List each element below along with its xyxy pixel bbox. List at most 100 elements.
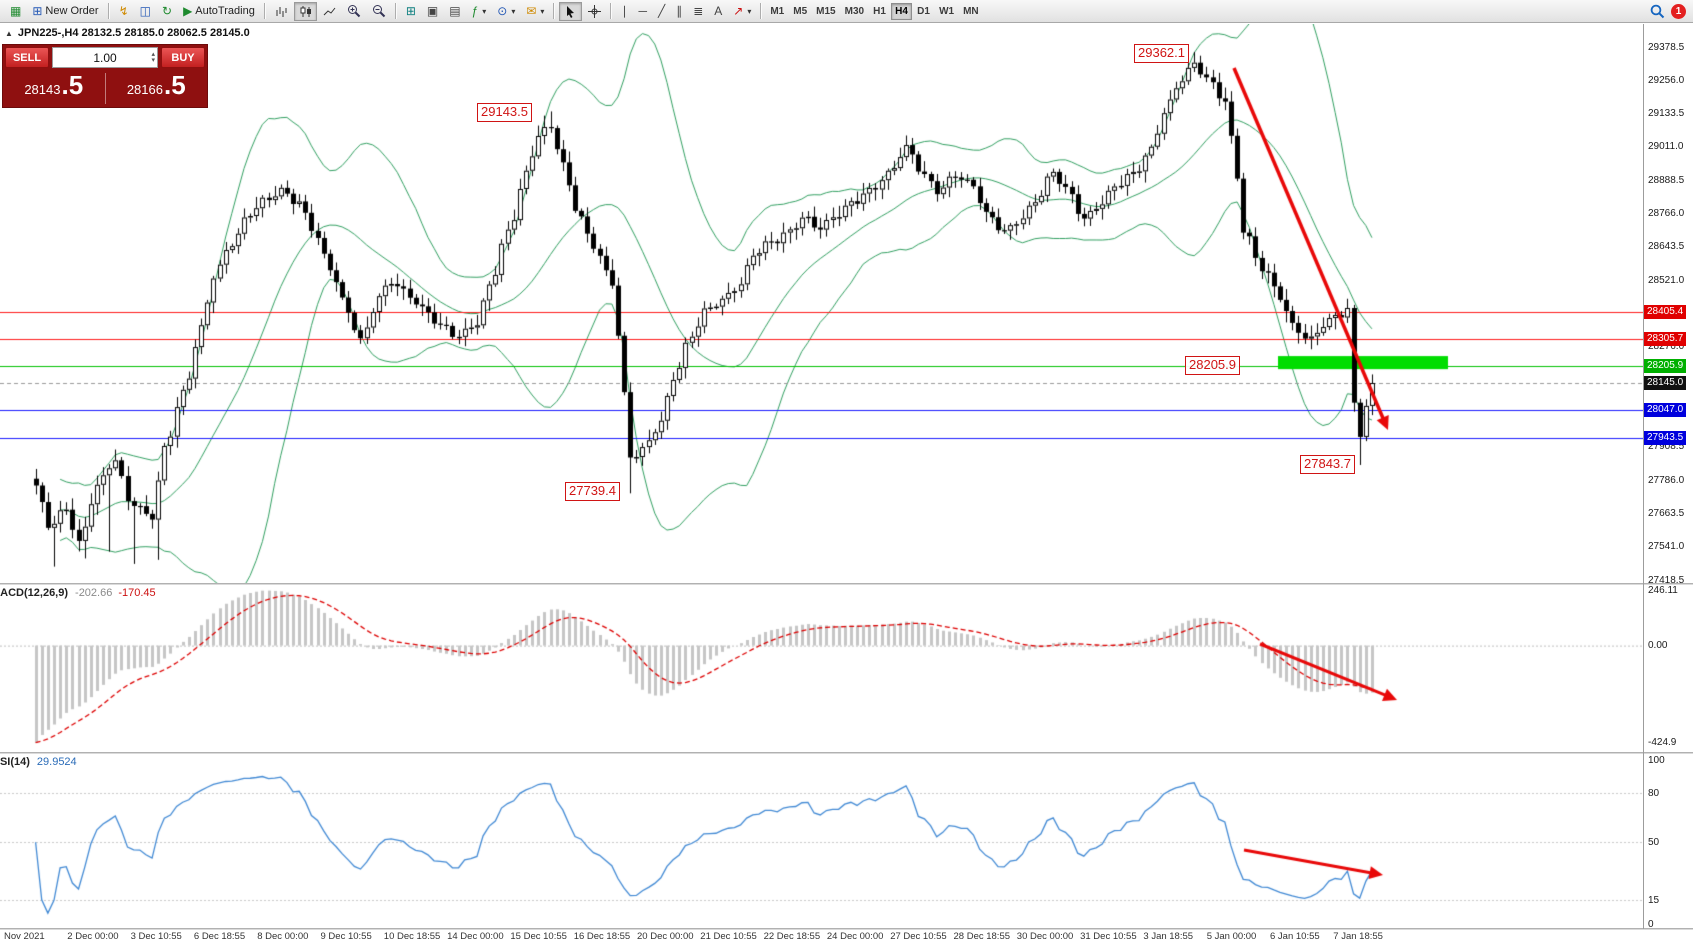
vertical-line-tool-button[interactable]: ∣ (616, 2, 632, 21)
candlestick-mode-button[interactable] (293, 1, 317, 21)
price-axis-badge: 28205.9 (1644, 359, 1687, 374)
fibonacci-tool-button[interactable]: ≣ (688, 2, 708, 21)
arrows-tool-button[interactable]: ↗ ▾ (728, 2, 756, 21)
rsi-value: 29.9524 (36, 756, 77, 768)
price-axis-label: 27418.5 (1648, 574, 1685, 586)
price-annotation[interactable]: 27843.7 (1300, 455, 1355, 474)
timeframe-button-m15[interactable]: M15 (812, 3, 839, 20)
rsi-axis-label: 0 (1648, 919, 1654, 931)
rsi-name: RSI(14) (0, 756, 30, 768)
toolbar-separator (263, 3, 266, 19)
macd-signal-value: -170.45 (118, 587, 156, 599)
macd-indicator-canvas[interactable] (0, 585, 1643, 752)
tile-windows-icon: ⊞ (405, 4, 416, 18)
autotrading-button[interactable]: ▶ AutoTrading (178, 2, 260, 21)
vertical-line-icon: ∣ (621, 4, 628, 18)
cursor-icon (567, 5, 575, 18)
time-axis-label: 5 Jan 00:00 (1206, 931, 1257, 941)
buy-price[interactable]: 28166 .5 (106, 70, 208, 107)
arrows-tool-icon: ↗ (733, 4, 744, 18)
crosshair-tool-button[interactable] (583, 2, 606, 21)
sell-button[interactable]: SELL (5, 47, 49, 68)
price-axis-badge: 28145.0 (1644, 376, 1687, 390)
macd-main-value: -202.66 (75, 587, 113, 599)
timeframe-button-w1[interactable]: W1 (935, 3, 958, 20)
price-axis-label: 28766.0 (1648, 208, 1685, 220)
horizontal-line-tool-button[interactable]: ─ (633, 2, 652, 21)
experts-icon: ↯ (118, 4, 129, 18)
time-axis-label: 6 Dec 18:55 (193, 931, 246, 941)
line-chart-icon (323, 7, 336, 15)
one-click-controls: SELL 1.00 ▴ ▾ BUY (3, 45, 207, 70)
macd-axis-max: 246.11 (1648, 584, 1678, 596)
cursor-tool-button[interactable] (559, 1, 583, 21)
rsi-indicator-canvas[interactable] (0, 754, 1643, 928)
price-axis-label: 27786.0 (1648, 474, 1685, 486)
volume-stepper[interactable]: 1.00 ▴ ▾ (52, 47, 158, 68)
zoom-in-button[interactable] (342, 2, 366, 21)
sell-price-frac: .5 (61, 70, 84, 100)
time-axis-label: 20 Dec 00:00 (637, 931, 694, 941)
buy-price-frac: .5 (163, 70, 186, 100)
arrange-windows-icon: ▤ (449, 4, 461, 18)
channel-icon: ∥ (676, 4, 683, 18)
sell-price[interactable]: 28143 .5 (3, 70, 105, 107)
price-annotation[interactable]: 29362.1 (1134, 44, 1189, 63)
notification-badge[interactable]: 1 (1671, 3, 1686, 19)
cascade-windows-button[interactable]: ▣ (422, 2, 443, 21)
price-annotation[interactable]: 28205.9 (1185, 356, 1240, 375)
timeframe-button-d1[interactable]: D1 (913, 3, 934, 20)
volume-down-icon[interactable]: ▾ (151, 56, 155, 64)
autotrading-play-icon: ▶ (183, 4, 193, 18)
profiles-button[interactable]: ◫ (135, 2, 156, 21)
arrange-windows-button[interactable]: ▤ (444, 2, 465, 21)
channel-tool-button[interactable]: ∥ (671, 2, 687, 21)
templates-button[interactable]: ✉ ▾ (521, 2, 549, 21)
panel-separator[interactable] (0, 583, 1693, 585)
time-axis-label: 22 Dec 18:55 (763, 931, 821, 941)
line-chart-mode-button[interactable] (318, 2, 341, 21)
one-click-trading-panel: SELL 1.00 ▴ ▾ BUY 28143 .5 28166 .5 (2, 44, 208, 108)
time-axis-label: 15 Dec 10:55 (510, 931, 567, 941)
timeframe-button-mn[interactable]: MN (959, 3, 983, 20)
new-chart-button[interactable]: ▦ (5, 2, 26, 21)
timeframe-button-h4[interactable]: H4 (891, 2, 913, 20)
rsi-header: RSI(14) 29.9524 (0, 756, 77, 768)
period-button[interactable]: ⊙ ▾ (492, 2, 520, 21)
tile-windows-button[interactable]: ⊞ (401, 2, 421, 21)
refresh-button[interactable]: ↻ (157, 2, 177, 21)
volume-spin-buttons[interactable]: ▴ ▾ (151, 48, 155, 67)
search-icon[interactable] (1650, 4, 1665, 19)
time-axis-label: 3 Jan 18:55 (1143, 931, 1194, 941)
bar-chart-mode-button[interactable] (270, 2, 293, 21)
text-tool-button[interactable]: A (709, 2, 727, 21)
price-chart-canvas[interactable] (0, 24, 1643, 584)
experts-button[interactable]: ↯ (114, 2, 134, 21)
time-axis-label: 24 Dec 00:00 (826, 931, 884, 941)
trendline-tool-button[interactable]: ╱ (653, 2, 670, 21)
sell-price-main: 28143 (24, 82, 61, 97)
chart-info-line: ▲ JPN225-,H4 28132.5 28185.0 28062.5 281… (5, 27, 250, 39)
profiles-icon: ◫ (139, 4, 151, 18)
buy-button[interactable]: BUY (161, 47, 205, 68)
macd-header: MACD(12,26,9) -202.66 -170.45 (0, 587, 156, 599)
one-click-collapse-icon[interactable]: ▲ (5, 28, 13, 38)
indicators-button[interactable]: ƒ ▾ (467, 2, 492, 21)
timeframe-button-m30[interactable]: M30 (841, 3, 868, 20)
price-axis-label: 29256.0 (1648, 74, 1685, 86)
new-order-button[interactable]: ⊞ New Order (27, 2, 103, 21)
timeframe-button-h1[interactable]: H1 (869, 3, 890, 20)
timeframe-button-m5[interactable]: M5 (789, 3, 811, 20)
price-axis-label: 27663.5 (1648, 507, 1685, 519)
time-axis-label: 16 Dec 18:55 (573, 931, 631, 941)
price-annotation[interactable]: 29143.5 (477, 103, 532, 122)
zoom-out-button[interactable] (367, 2, 391, 21)
text-tool-icon: A (714, 4, 723, 18)
time-axis-label: 14 Dec 00:00 (447, 931, 504, 941)
zoom-in-icon (347, 5, 361, 18)
volume-up-icon[interactable]: ▴ (151, 50, 155, 58)
timeframe-button-m1[interactable]: M1 (766, 3, 788, 20)
panel-separator[interactable] (0, 752, 1693, 754)
time-axis-label: Nov 2021 (4, 931, 45, 941)
price-annotation[interactable]: 27739.4 (565, 482, 620, 501)
